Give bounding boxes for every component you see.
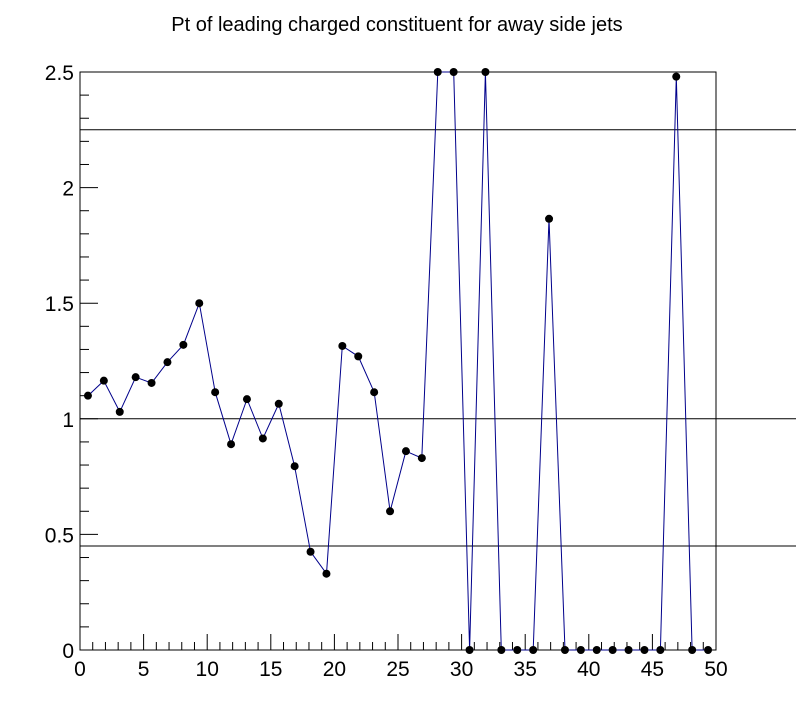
x-tick-label: 5 (138, 658, 150, 681)
y-axis: 0 0.5 1 1.5 2 2.5 (45, 62, 98, 663)
x-tick-label: 10 (196, 658, 219, 681)
data-point (147, 378, 156, 387)
x-tick-label: 35 (514, 658, 537, 681)
data-point (513, 646, 522, 654)
data-point (497, 646, 506, 654)
data-point (560, 646, 569, 654)
x-tick-label: 45 (641, 658, 664, 681)
data-point (131, 373, 140, 382)
y-tick-label: 1.5 (45, 293, 74, 316)
data-series (83, 68, 713, 654)
y-tick-label: 2 (62, 178, 74, 201)
x-tick-label: 50 (704, 658, 727, 681)
series-line (87, 71, 709, 651)
data-point (608, 646, 617, 654)
data-point (624, 646, 633, 654)
data-point (688, 646, 697, 654)
data-point (290, 462, 299, 471)
data-point (242, 395, 251, 404)
data-point (99, 376, 108, 385)
data-point (195, 299, 204, 308)
data-point (163, 358, 172, 367)
data-point (258, 434, 267, 443)
data-point (545, 214, 554, 223)
data-point (115, 407, 124, 416)
y-tick-label: 0.5 (45, 524, 74, 547)
data-point (417, 454, 426, 463)
data-point (529, 646, 538, 654)
x-tick-label: 20 (323, 658, 346, 681)
data-point (481, 68, 490, 76)
x-tick-label: 15 (259, 658, 282, 681)
plot-frame (79, 71, 717, 651)
data-point (83, 391, 92, 400)
x-tick-label: 0 (74, 658, 86, 681)
data-point (211, 388, 220, 397)
data-point (386, 507, 395, 516)
data-point (592, 646, 601, 654)
data-point (306, 547, 315, 556)
data-point (322, 569, 331, 578)
data-point (704, 646, 713, 654)
data-point (672, 72, 681, 81)
data-point (370, 388, 379, 397)
y-tick-label: 2.5 (45, 62, 74, 85)
data-point (576, 646, 585, 654)
data-point (338, 341, 347, 350)
data-point (640, 646, 649, 654)
data-point (401, 447, 410, 456)
data-point (179, 340, 188, 349)
data-point (449, 68, 458, 76)
data-point (227, 440, 236, 449)
x-axis: 0 5 10 15 20 25 30 35 40 45 50 (74, 634, 728, 681)
y-tick-label: 0 (62, 640, 74, 663)
reference-lines (80, 129, 796, 547)
x-tick-label: 30 (450, 658, 473, 681)
data-point (354, 352, 363, 361)
chart-title: Pt of leading charged constituent for aw… (171, 14, 622, 36)
x-tick-label: 25 (386, 658, 409, 681)
data-point (465, 646, 474, 654)
y-tick-label: 1 (62, 409, 74, 432)
data-point (274, 399, 283, 408)
data-point (433, 68, 442, 76)
data-point (656, 646, 665, 654)
x-tick-label: 40 (577, 658, 600, 681)
